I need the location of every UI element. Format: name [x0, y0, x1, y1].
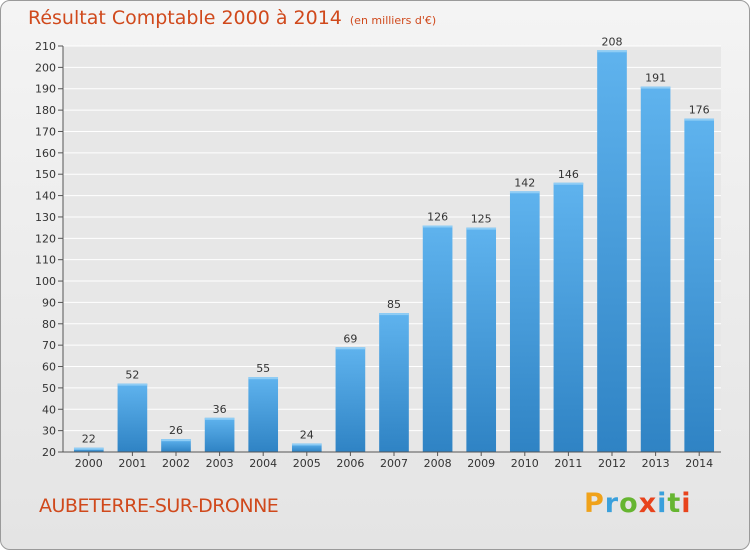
x-tick-label: 2009 [467, 457, 495, 470]
bar-highlight [640, 86, 671, 89]
y-tick-label: 30 [42, 425, 56, 438]
x-tick-label: 2007 [380, 457, 408, 470]
data-label: 36 [213, 403, 227, 416]
bar-highlight [73, 447, 104, 450]
x-tick-label: 2010 [511, 457, 539, 470]
x-tick-label: 2004 [249, 457, 277, 470]
y-tick-label: 180 [35, 104, 56, 117]
y-tick-label: 190 [35, 83, 56, 96]
x-tick-label: 2013 [642, 457, 670, 470]
logo-letter: r [604, 488, 620, 519]
bar-highlight [291, 443, 322, 446]
x-tick-label: 2005 [293, 457, 321, 470]
logo-letter: i [681, 488, 692, 519]
data-label: 52 [125, 369, 139, 382]
x-tick-label: 2003 [206, 457, 234, 470]
data-label: 176 [689, 104, 710, 117]
bar-highlight [117, 383, 148, 386]
data-label: 22 [82, 433, 96, 446]
bar-highlight [422, 225, 453, 228]
proxiti-logo: Proxiti [584, 488, 692, 519]
bar-2002 [161, 439, 191, 452]
data-label: 125 [471, 213, 492, 226]
y-tick-label: 40 [42, 403, 56, 416]
logo-letter: t [667, 488, 682, 519]
bar-highlight [684, 118, 715, 121]
bar-2013 [640, 86, 671, 452]
data-label: 208 [602, 35, 623, 48]
logo-letter: i [657, 488, 668, 519]
y-tick-label: 210 [35, 40, 56, 53]
y-tick-label: 90 [42, 296, 56, 309]
bar-2005 [291, 443, 322, 452]
bar-2007 [379, 313, 409, 452]
data-label: 191 [645, 72, 666, 85]
bar-2003 [204, 417, 235, 452]
bar-2009 [466, 227, 497, 452]
bar-2001 [117, 383, 148, 452]
data-label: 24 [300, 428, 314, 441]
x-tick-label: 2006 [336, 457, 364, 470]
bar-2014 [684, 118, 715, 452]
bar-2004 [248, 377, 279, 452]
y-tick-label: 170 [35, 125, 56, 138]
y-tick-label: 50 [42, 382, 56, 395]
y-tick-label: 110 [35, 254, 56, 267]
y-tick-label: 60 [42, 361, 56, 374]
bar-highlight [597, 50, 627, 53]
y-tick-label: 200 [35, 61, 56, 74]
x-tick-label: 2000 [75, 457, 103, 470]
bar-highlight [204, 417, 235, 420]
y-tick-label: 100 [35, 275, 56, 288]
bar-highlight [466, 227, 497, 230]
chart-title-block: Résultat Comptable 2000 à 2014 (en millie… [28, 7, 436, 29]
bar-2011 [553, 182, 584, 453]
data-label: 142 [514, 176, 535, 189]
data-label: 55 [256, 362, 270, 375]
logo-letter: x [638, 488, 658, 519]
y-tick-label: 140 [35, 190, 56, 203]
data-label: 85 [387, 298, 401, 311]
y-tick-label: 20 [42, 446, 56, 459]
bar-2010 [509, 191, 540, 452]
chart-subtitle: (en milliers d'€) [349, 14, 437, 27]
bar-2000 [73, 447, 104, 452]
chart-title: Résultat Comptable 2000 à 2014 [28, 7, 342, 29]
y-tick-label: 160 [35, 147, 56, 160]
bar-2008 [422, 225, 453, 452]
x-tick-label: 2011 [554, 457, 582, 470]
x-tick-label: 2001 [118, 457, 146, 470]
bar-highlight [161, 439, 191, 442]
bar-highlight [553, 182, 584, 185]
data-label: 69 [343, 332, 357, 345]
bar-2012 [597, 50, 627, 453]
y-tick-label: 130 [35, 211, 56, 224]
bar-highlight [509, 191, 540, 194]
x-tick-label: 2014 [685, 457, 713, 470]
y-tick-label: 80 [42, 318, 56, 331]
x-tick-label: 2002 [162, 457, 190, 470]
data-label: 126 [427, 210, 448, 223]
logo-letter: P [584, 488, 605, 519]
y-tick-label: 70 [42, 339, 56, 352]
x-tick-label: 2008 [424, 457, 452, 470]
bar-highlight [248, 377, 279, 380]
data-label: 26 [169, 424, 183, 437]
bar-highlight [335, 347, 366, 350]
bar-highlight [379, 313, 409, 316]
y-tick-label: 150 [35, 168, 56, 181]
y-tick-label: 120 [35, 232, 56, 245]
commune-name: AUBETERRE-SUR-DRONNE [39, 495, 279, 517]
data-label: 146 [558, 168, 579, 181]
bar-2006 [335, 347, 366, 452]
x-tick-label: 2012 [598, 457, 626, 470]
logo-letter: o [619, 488, 639, 519]
